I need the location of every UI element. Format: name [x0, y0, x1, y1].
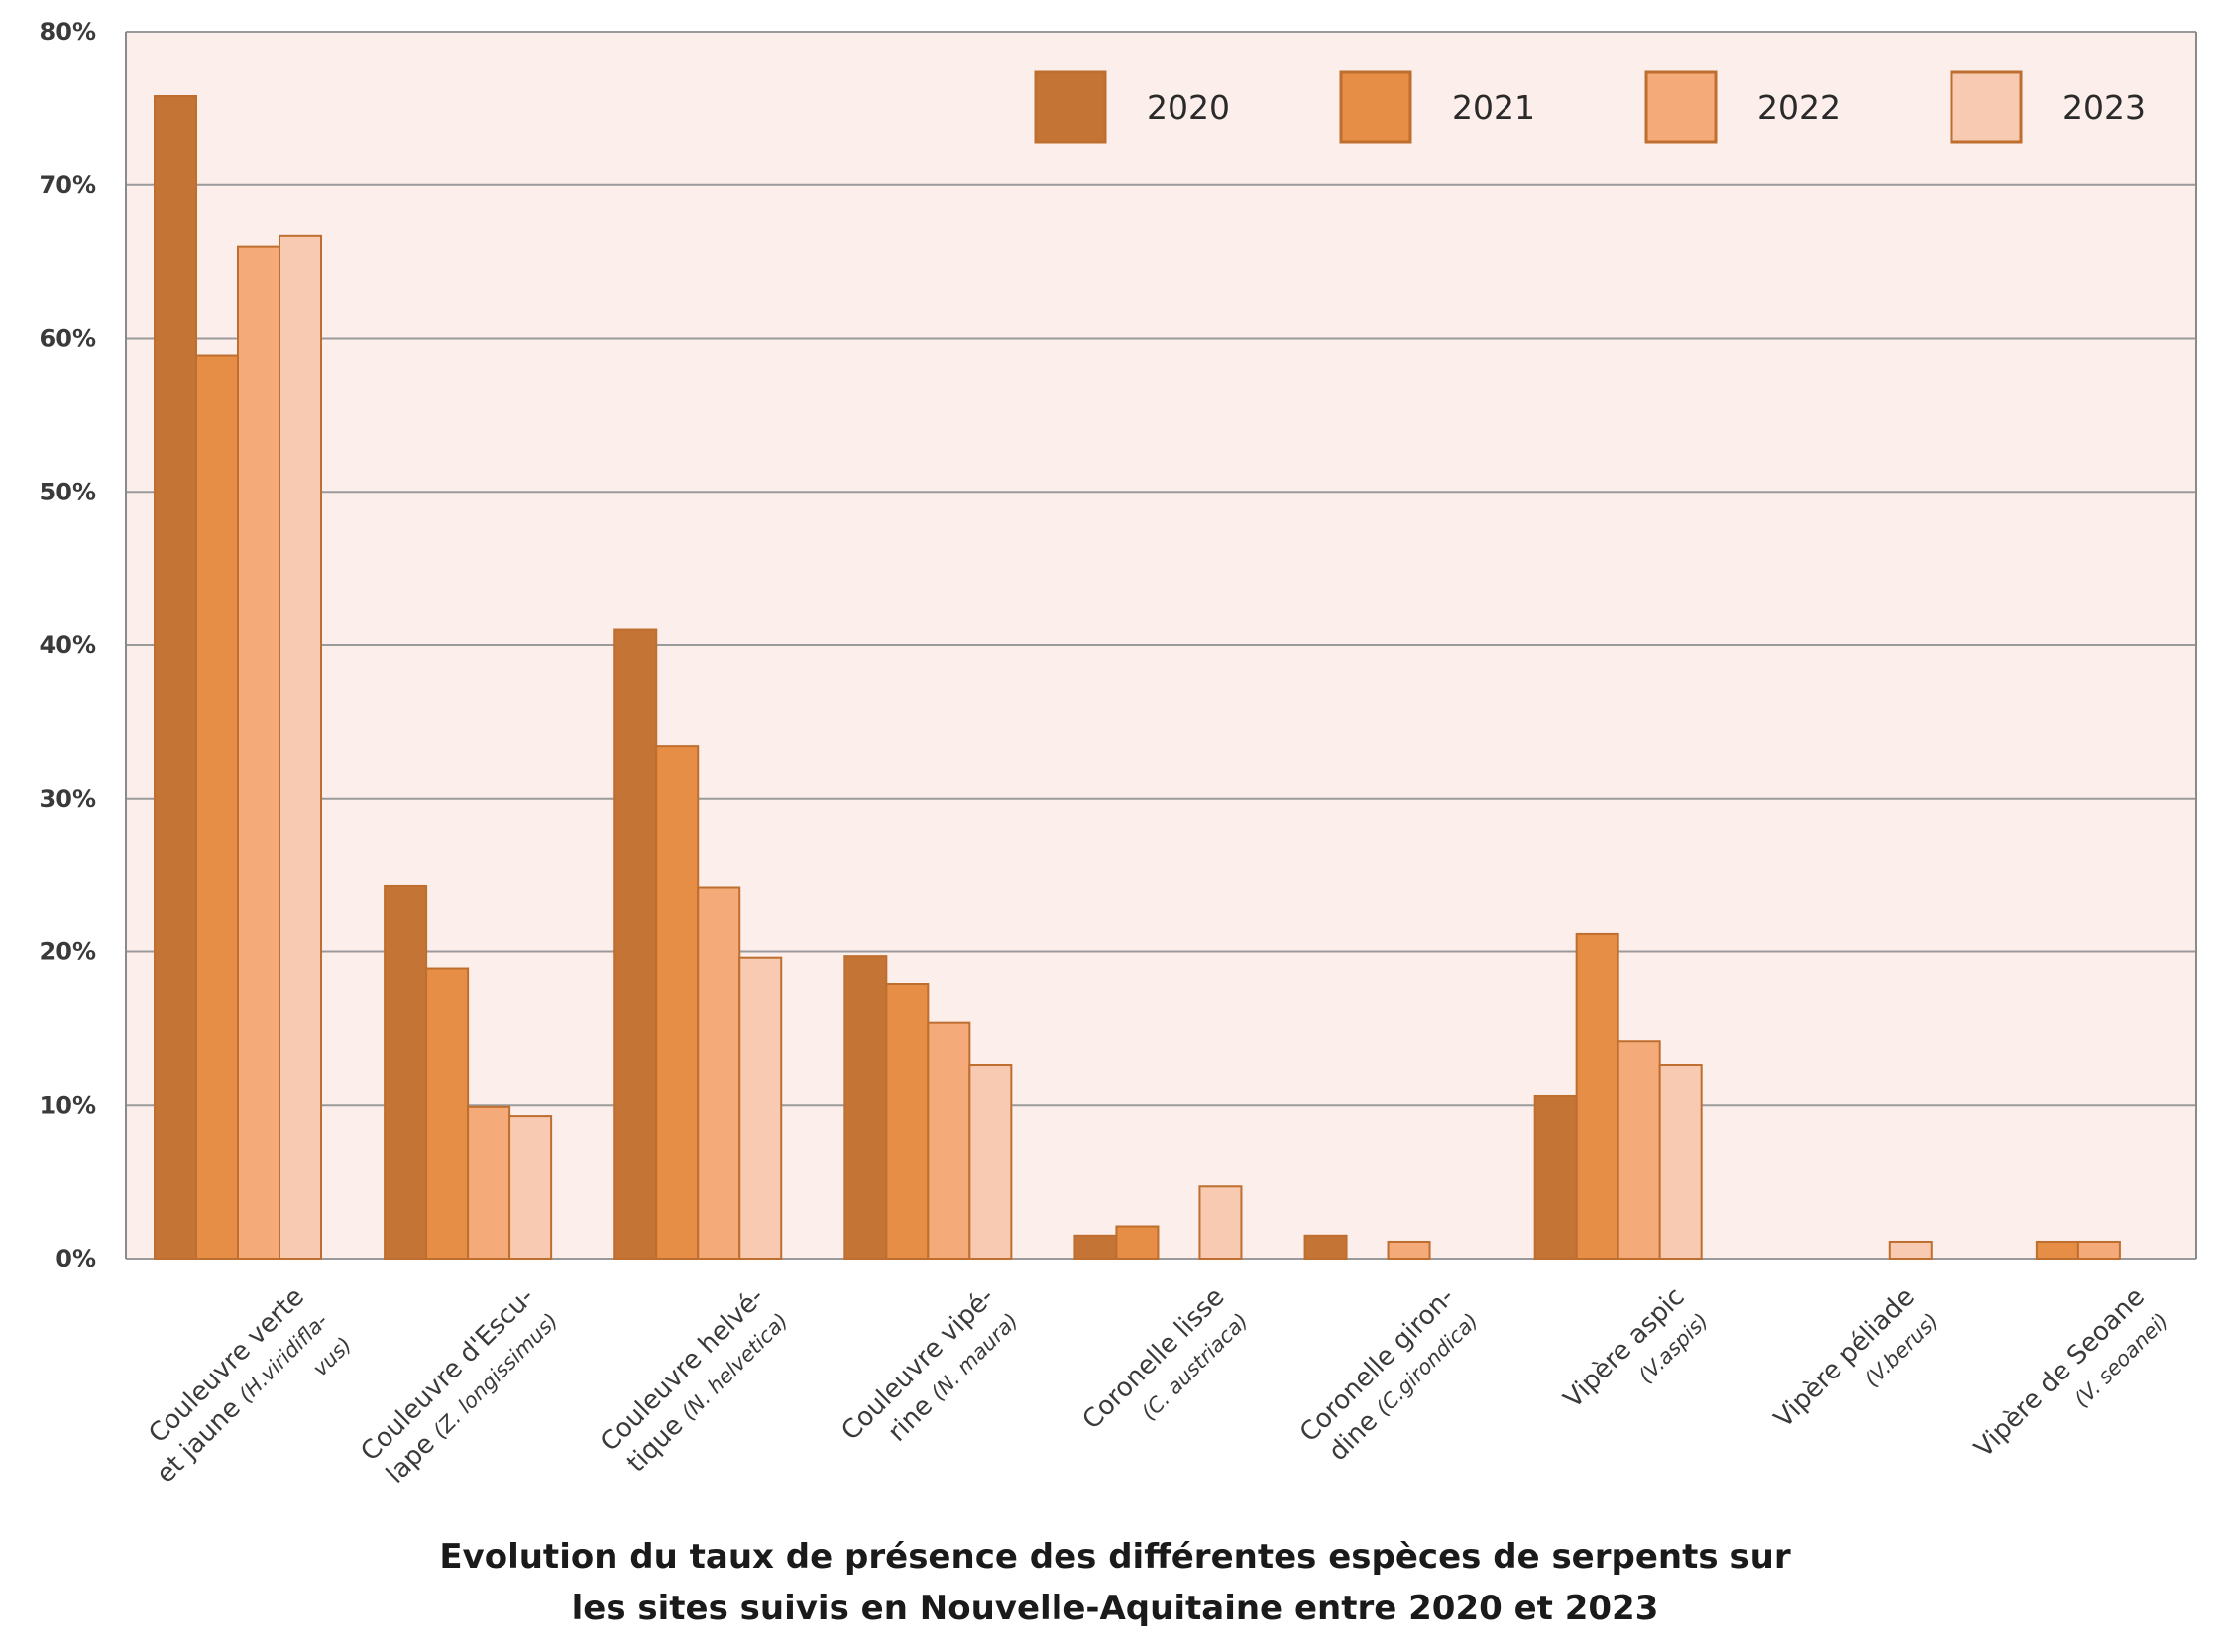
bar-2022-5	[1387, 1240, 1431, 1261]
legend-label-2020: 2020	[1147, 88, 1230, 127]
bar-2022-1	[467, 1105, 511, 1260]
y-tick-label: 0%	[56, 1245, 96, 1272]
chart-title-line-2: les sites suivis en Nouvelle-Aquitaine e…	[571, 1589, 1659, 1628]
bar-2020-0	[154, 94, 197, 1261]
bar-2020-4	[1073, 1234, 1118, 1260]
bar-2022-3	[927, 1021, 971, 1261]
bar-2021-8	[2035, 1240, 2079, 1261]
y-tick-label: 70%	[40, 171, 96, 199]
y-tick-label: 80%	[40, 18, 96, 46]
bar-chart: 0% 10% 20% 30% 40% 50% 60% 70% 80% Couleuvre ver…	[40, 18, 2197, 1512]
x-tick-label: Couleuvre helvé-tique (N. helvetica)	[595, 1282, 794, 1482]
bars	[154, 94, 2121, 1261]
x-tick-label: Couleuvre vipé-rine (N. maura)	[836, 1282, 1024, 1471]
y-tick-label: 50%	[40, 478, 96, 505]
y-tick-label: 10%	[40, 1091, 96, 1119]
bar-2022-0	[237, 245, 280, 1260]
x-tick-label: Couleuvre verteet jaune (H.viridifla-vus…	[127, 1282, 357, 1512]
legend-swatch-2020	[1034, 70, 1107, 144]
legend: 2020 2021 2022 2023	[1034, 70, 2146, 144]
y-tick-label: 40%	[40, 631, 96, 659]
x-tick-label: Vipère de Seoane(V. seoanei)	[1969, 1282, 2174, 1487]
legend-label-2023: 2023	[2063, 88, 2146, 127]
bar-2021-0	[195, 354, 239, 1260]
bar-2022-8	[2076, 1240, 2121, 1261]
bar-2023-2	[738, 956, 783, 1260]
x-tick-label: Coronelle lisse(C. austriaca)	[1077, 1282, 1253, 1458]
bar-2020-5	[1303, 1234, 1348, 1260]
bar-2023-6	[1658, 1064, 1703, 1261]
bar-2020-6	[1533, 1094, 1578, 1260]
legend-swatch-2023	[1950, 70, 2023, 144]
bar-2021-6	[1575, 932, 1619, 1260]
y-tick-label: 30%	[40, 785, 96, 813]
bar-2023-7	[1888, 1240, 1933, 1261]
bar-2020-2	[613, 628, 658, 1260]
legend-swatch-2021	[1339, 70, 1412, 144]
legend-swatch-2022	[1644, 70, 1718, 144]
y-tick-label: 60%	[40, 325, 96, 353]
bar-2020-1	[384, 884, 428, 1261]
bar-2021-3	[885, 982, 930, 1260]
y-tick-label: 20%	[40, 938, 96, 966]
bar-2022-6	[1617, 1040, 1661, 1260]
bar-2023-1	[508, 1115, 553, 1261]
chart-title: Evolution du taux de présence des différ…	[0, 1531, 2230, 1634]
x-axis-labels: Couleuvre verteet jaune (H.viridifla-vus…	[127, 1282, 2174, 1512]
chart-title-line-1: Evolution du taux de présence des différ…	[439, 1537, 1791, 1577]
bar-2022-2	[697, 886, 741, 1260]
y-axis-ticks: 0% 10% 20% 30% 40% 50% 60% 70% 80%	[40, 18, 96, 1272]
bar-2021-2	[655, 745, 700, 1260]
x-tick-label: Coronelle giron-dine (C.girondica)	[1294, 1282, 1485, 1473]
bar-2021-1	[425, 967, 470, 1261]
x-tick-label: Couleuvre d'Escu-lape (Z. longissimus)	[356, 1282, 565, 1491]
bar-2023-0	[279, 234, 322, 1260]
legend-label-2021: 2021	[1452, 88, 1535, 127]
legend-label-2022: 2022	[1757, 88, 1840, 127]
bar-2023-4	[1198, 1185, 1243, 1260]
bar-2023-3	[968, 1064, 1013, 1261]
bar-2021-4	[1115, 1225, 1160, 1260]
x-tick-label: Vipère péliade(V.berus)	[1768, 1282, 1943, 1457]
x-tick-label: Vipère aspic(V.aspis)	[1558, 1282, 1713, 1437]
gridlines	[125, 31, 2197, 1260]
bar-2020-3	[843, 955, 888, 1261]
